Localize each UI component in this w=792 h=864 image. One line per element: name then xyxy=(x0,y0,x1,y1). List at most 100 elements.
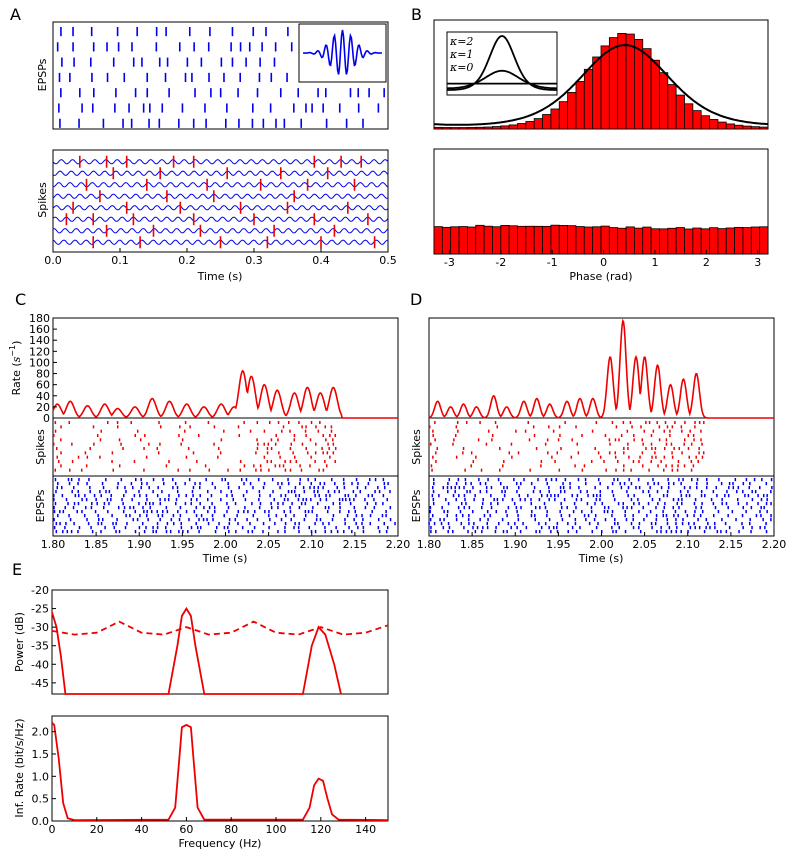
c-ytick-label: 40 xyxy=(36,390,50,403)
phase-hist-bar xyxy=(525,121,535,130)
c-rate-axes xyxy=(52,317,399,419)
e-power-ytick-label: -40 xyxy=(31,658,49,671)
phase-hist-bar-uniform xyxy=(458,226,468,255)
b-xtick-label: -2 xyxy=(495,256,506,269)
a-top-axes xyxy=(52,21,389,130)
information-rate-line xyxy=(51,722,389,822)
e-info-ytick-label: 0.5 xyxy=(32,793,50,806)
panel-letter-b: B xyxy=(411,5,422,24)
c-rate-ylabel-s: s xyxy=(10,356,23,362)
phase-hist-bar-uniform xyxy=(508,225,518,255)
phase-hist-bar-uniform xyxy=(567,225,577,255)
phase-hist-bar-uniform xyxy=(659,228,669,255)
phase-hist-bar xyxy=(542,114,552,130)
phase-hist-bar xyxy=(617,33,627,130)
phase-hist-bar-uniform xyxy=(717,228,727,255)
e-info-axes xyxy=(51,715,389,822)
phase-hist-bar xyxy=(466,127,477,130)
c-spikes-ylabel: Spikes xyxy=(34,429,47,465)
d-xtick-label: 2.05 xyxy=(632,538,657,551)
phase-hist-bar-uniform xyxy=(750,226,761,255)
c-xtick-label: 2.15 xyxy=(343,538,368,551)
c-rate-ylabel-exp: −1 xyxy=(8,345,17,357)
c-ytick-label: 180 xyxy=(29,312,50,325)
phase-hist-bar xyxy=(441,127,452,130)
phase-hist-bar xyxy=(575,81,585,130)
c-ytick-label: 80 xyxy=(36,368,50,381)
c-rate-ylabel-a: Rate ( xyxy=(10,362,23,395)
d-epsps-ylabel: EPSPs xyxy=(410,489,423,522)
d-xtick-label: 1.80 xyxy=(417,538,442,551)
panel-letter-d: D xyxy=(410,290,422,309)
e-power-ytick-label: -20 xyxy=(31,584,49,597)
phase-hist-bar-uniform xyxy=(634,227,644,255)
d-xlabel: Time (s) xyxy=(578,552,624,565)
membrane-trace xyxy=(52,193,389,199)
membrane-trace xyxy=(52,228,389,234)
b-xtick-label: -1 xyxy=(547,256,558,269)
inset-legend-entry: κ=0 xyxy=(449,61,473,74)
e-info-ytick-label: 1.5 xyxy=(32,748,50,761)
phase-hist-bar-uniform xyxy=(675,227,685,255)
phase-hist-bar-uniform xyxy=(550,224,560,255)
phase-hist-bar xyxy=(533,118,543,130)
phase-hist-bar-uniform xyxy=(625,226,635,255)
phase-hist-bar xyxy=(759,126,769,130)
phase-hist-bar xyxy=(750,126,761,130)
c-xtick-label: 2.10 xyxy=(300,538,325,551)
c-xtick-label: 1.80 xyxy=(41,538,66,551)
e-xlabel: Frequency (Hz) xyxy=(179,837,262,850)
phase-hist-bar-uniform xyxy=(500,225,510,255)
phase-hist-bar xyxy=(650,59,660,130)
e-xtick-label: 40 xyxy=(135,823,149,836)
phase-hist-bar-uniform xyxy=(725,227,736,255)
b-xtick-label: 0 xyxy=(600,256,607,269)
b-xtick-label: 3 xyxy=(754,256,761,269)
phase-hist-bar-uniform xyxy=(575,226,585,255)
phase-hist-bar-uniform xyxy=(692,227,702,255)
e-info-ytick-label: 1.0 xyxy=(32,770,50,783)
panel-letter-c: C xyxy=(15,290,26,309)
phase-hist-bar-uniform xyxy=(734,226,744,255)
phase-hist-bar xyxy=(600,45,610,130)
phase-hist-bar-uniform xyxy=(617,227,627,255)
c-xtick-label: 1.85 xyxy=(84,538,109,551)
e-xtick-label: 140 xyxy=(355,823,376,836)
membrane-trace xyxy=(52,170,389,176)
c-rate-ylabel: Rate (s−1) xyxy=(8,341,23,396)
phase-hist-bar-uniform xyxy=(600,225,610,255)
phase-hist-bar-uniform xyxy=(583,226,594,255)
phase-hist-bar-uniform xyxy=(492,226,502,255)
d-rate-axes xyxy=(428,317,775,419)
a-top-ylabel: EPSPs xyxy=(36,58,49,91)
a-xtick-label: 0.1 xyxy=(111,254,129,267)
phase-hist-bar xyxy=(550,108,560,130)
phase-hist-bar-uniform xyxy=(483,225,493,255)
phase-hist-bar xyxy=(659,72,669,130)
e-info-ytick-label: 0.0 xyxy=(32,815,50,828)
e-xtick-label: 120 xyxy=(310,823,331,836)
phase-hist-bar-uniform xyxy=(608,227,619,255)
phase-hist-bar xyxy=(709,119,719,130)
von-mises-fit-line xyxy=(434,44,769,126)
phase-hist-bar xyxy=(475,126,485,130)
b-xlabel: Phase (rad) xyxy=(569,270,632,283)
d-xtick-label: 2.10 xyxy=(676,538,701,551)
c-xlabel: Time (s) xyxy=(202,552,248,565)
a-bottom-axes xyxy=(52,149,389,253)
phase-hist-bar xyxy=(483,126,493,130)
phase-hist-bar-uniform xyxy=(542,225,552,255)
phase-hist-bar xyxy=(700,115,710,130)
c-xtick-label: 2.00 xyxy=(213,538,238,551)
d-xtick-label: 2.15 xyxy=(719,538,744,551)
c-xtick-label: 1.90 xyxy=(127,538,152,551)
c-ytick-label: 120 xyxy=(29,345,50,358)
phase-hist-bar-uniform xyxy=(742,227,752,255)
phase-hist-bar xyxy=(717,121,727,130)
c-rate-ylabel-b: ) xyxy=(10,341,23,345)
e-xtick-label: 0 xyxy=(49,823,56,836)
phase-hist-bar xyxy=(492,126,502,130)
d-xtick-label: 1.95 xyxy=(546,538,571,551)
c-spikes-axes xyxy=(52,417,399,477)
